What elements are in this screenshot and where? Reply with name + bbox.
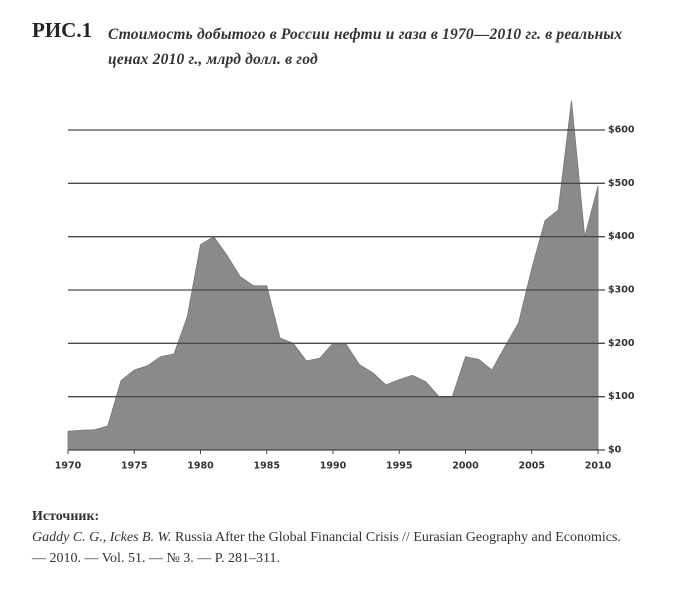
x-tick-label: 1985 [254, 461, 280, 472]
y-tick-label: $600 [608, 125, 635, 136]
figure-label: РИС.1 [32, 18, 93, 42]
y-tick-label: $400 [608, 231, 635, 242]
chart-title: Стоимость добытого в России нефти и газа… [108, 26, 623, 68]
x-tick-label: 2005 [519, 461, 545, 472]
source-label: Источник: [32, 509, 100, 524]
source-authors: Gaddy C. G., Ickes B. W. [32, 530, 172, 545]
area [67, 100, 599, 451]
y-tick-label: $200 [608, 338, 635, 349]
x-tick-label: 1975 [121, 461, 147, 472]
y-tick-label: $500 [608, 178, 635, 189]
x-tick-label: 2010 [585, 461, 612, 472]
x-tick-label: 1990 [320, 461, 347, 472]
x-tick-label: 2000 [452, 461, 479, 472]
x-tick-label: 1980 [187, 461, 214, 472]
x-tick-label: 1995 [386, 461, 412, 472]
y-tick-label: $0 [608, 445, 622, 456]
source: Источник: Gaddy C. G., Ickes B. W. Russi… [32, 506, 632, 569]
y-tick-label: $100 [608, 391, 635, 402]
x-tick-label: 1970 [55, 461, 82, 472]
source-text: Russia After the Global Financial Crisis… [32, 530, 621, 566]
y-tick-label: $300 [608, 285, 635, 296]
